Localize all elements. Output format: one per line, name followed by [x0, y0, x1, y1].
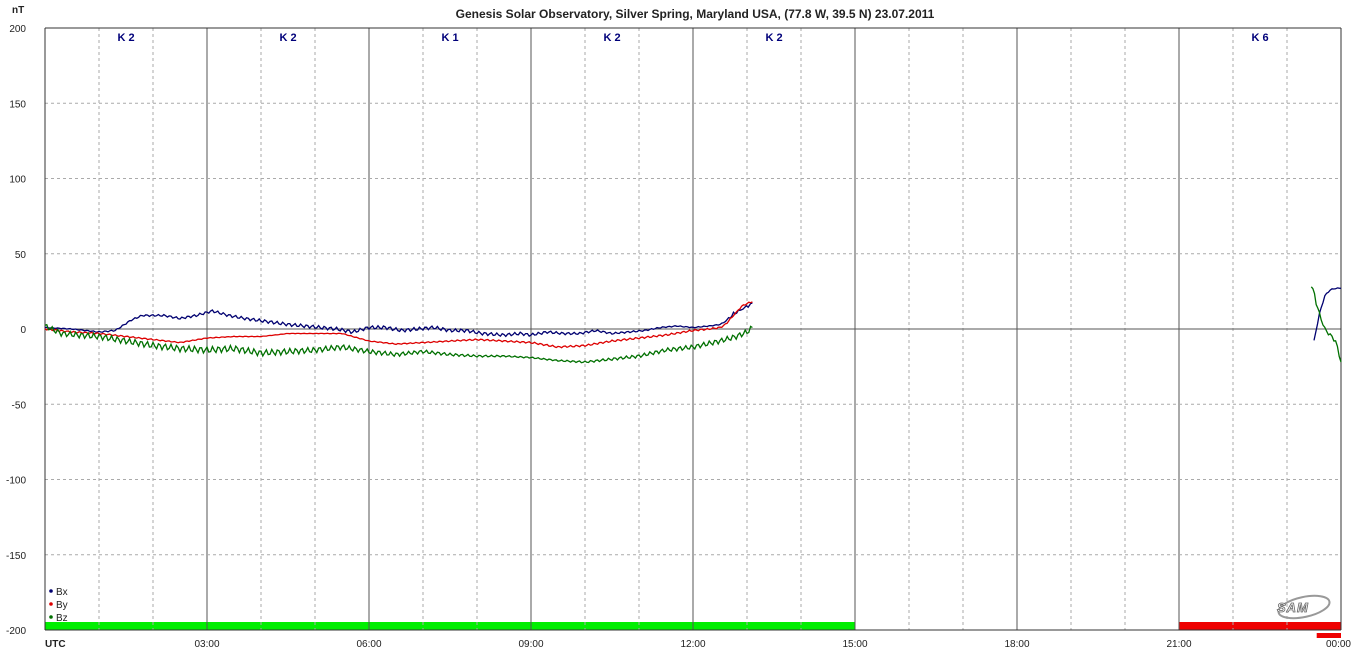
- x-tick-label: 03:00: [194, 639, 219, 650]
- logo-text: SAM: [1277, 600, 1309, 615]
- legend-label-bx: Bx: [56, 587, 68, 598]
- k-index-label: K 2: [279, 32, 296, 44]
- y-tick-label: -150: [6, 551, 26, 562]
- series-line-by: [44, 301, 753, 349]
- legend-label-by: By: [56, 600, 68, 611]
- y-tick-label: 200: [9, 24, 26, 35]
- legend: Bx By Bz: [49, 587, 68, 624]
- x-tick-label: 15:00: [842, 639, 867, 650]
- series-line-bz: [44, 323, 753, 364]
- chart-title: Genesis Solar Observatory, Silver Spring…: [456, 7, 935, 21]
- y-tick-label: -200: [6, 626, 26, 637]
- x-tick-label: 00:00: [1326, 639, 1351, 650]
- series-line-bz: [1310, 286, 1342, 363]
- y-tick-label: -100: [6, 476, 26, 487]
- y-axis-unit: nT: [12, 5, 24, 16]
- x-tick-labels: 03:00 06:00 09:00 12:00 15:00 18:00 21:00 00:00: [194, 639, 1351, 650]
- k-index-labels: K 2 K 2 K 1 K 2 K 2 K 6: [117, 32, 1268, 44]
- legend-marker-bz: [49, 615, 53, 619]
- series-lines: [44, 286, 1342, 364]
- k-index-label: K 6: [1251, 32, 1268, 44]
- y-tick-labels: 200 150 100 50 0 -50 -100 -150 -200: [6, 24, 26, 637]
- k-index-bar-next: [1316, 633, 1341, 638]
- y-tick-label: -50: [12, 400, 27, 411]
- x-tick-label: 09:00: [518, 639, 543, 650]
- k-index-bar: [45, 622, 855, 630]
- k-index-bar: [1179, 622, 1341, 630]
- legend-label-bz: Bz: [56, 613, 68, 624]
- series-line-bx: [1313, 287, 1342, 341]
- k-index-label: K 2: [765, 32, 782, 44]
- k-index-bars: [45, 622, 1341, 638]
- legend-marker-by: [49, 602, 53, 606]
- series-line-bx: [44, 301, 753, 338]
- x-tick-label: 18:00: [1004, 639, 1029, 650]
- k-index-label: K 1: [441, 32, 458, 44]
- y-tick-label: 0: [20, 325, 26, 336]
- k-index-label: K 2: [117, 32, 134, 44]
- axes: [44, 27, 1342, 631]
- legend-marker-bx: [49, 589, 53, 593]
- x-axis-label: UTC: [45, 639, 66, 650]
- x-tick-label: 21:00: [1166, 639, 1191, 650]
- y-tick-label: 50: [15, 250, 27, 261]
- grid: [45, 28, 1341, 630]
- k-index-label: K 2: [603, 32, 620, 44]
- y-tick-label: 100: [9, 175, 26, 186]
- x-tick-label: 12:00: [680, 639, 705, 650]
- sam-logo: SAM: [1277, 594, 1331, 620]
- x-tick-label: 06:00: [356, 639, 381, 650]
- y-tick-label: 150: [9, 99, 26, 110]
